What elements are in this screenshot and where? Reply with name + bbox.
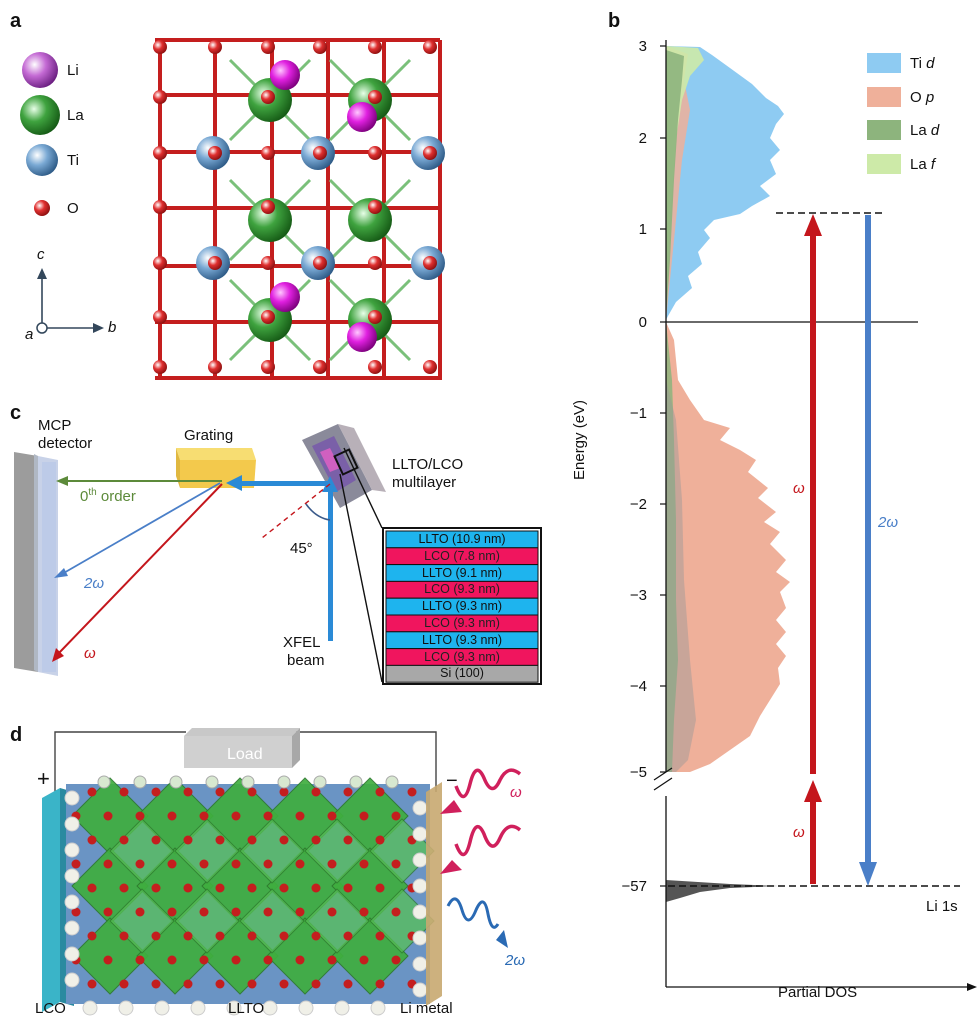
o-p-dos [666, 322, 790, 772]
ytick-3: 3 [638, 38, 647, 55]
o-atom-icon [34, 200, 50, 216]
ytick-2: 2 [638, 130, 647, 147]
legend-ti: Ti [67, 152, 79, 169]
li-metal-electrode [426, 782, 442, 1006]
legend-la-f: La f [910, 156, 936, 173]
ytick-m2: −2 [629, 496, 647, 513]
ytick-m4: −4 [629, 678, 647, 695]
layer-label-1: LCO (7.8 nm) [424, 548, 500, 563]
crystal-structure [153, 38, 445, 380]
legend-la-d-swatch [867, 120, 901, 140]
panel-label-b: b [608, 10, 621, 32]
omega-arrow-upper [810, 230, 816, 774]
two-omega-arrow [865, 215, 871, 865]
axis-a-label: a [25, 326, 34, 343]
axis-b-label: b [108, 319, 117, 336]
lco-label: LCO [35, 1000, 66, 1017]
li1s-label: Li 1s [926, 898, 958, 915]
li-1s-peak [666, 880, 778, 902]
la-atom-icon [20, 95, 60, 135]
legend-li: Li [67, 62, 79, 79]
panel-label-a: a [10, 10, 22, 32]
minus-terminal: − [446, 770, 458, 792]
panel-label-c: c [10, 402, 22, 424]
y-axis-label: Energy (eV) [571, 399, 588, 480]
legend-o-p: O p [910, 89, 935, 106]
ytick-m57: −57 [621, 878, 647, 895]
omega-label-lower: ω [793, 824, 805, 841]
load-box [184, 728, 300, 736]
lco-electrode [42, 788, 60, 1012]
two-omega-label: 2ω [878, 514, 899, 531]
sample-label-2: multilayer [392, 474, 457, 491]
plus-terminal: + [37, 766, 50, 791]
legend-la-d: La d [910, 122, 940, 139]
grating-label: Grating [184, 427, 234, 444]
xfel-beam [328, 485, 333, 641]
load-label: Load [227, 746, 263, 763]
detector-label-2: detector [38, 435, 93, 452]
layer-label-6: LLTO (9.3 nm) [421, 632, 503, 647]
li-metal-label: Li metal [400, 1000, 453, 1017]
x-axis-label: Partial DOS [778, 984, 858, 1001]
two-omega-wave [446, 897, 500, 929]
ytick-m3: −3 [629, 587, 647, 604]
dos-plot [653, 40, 977, 991]
layer-8 [385, 664, 539, 683]
xfel-setup [14, 424, 542, 685]
ytick-m5: −5 [629, 764, 647, 781]
legend-la-f-swatch [867, 154, 901, 174]
omega-label-upper: ω [793, 480, 805, 497]
layer-label-3: LCO (9.3 nm) [424, 582, 500, 597]
layer-label-2: LLTO (9.1 nm) [421, 565, 503, 580]
ti-atom-icon [26, 144, 58, 176]
axis-c-label: c [37, 246, 45, 263]
legend-ti-d: Ti d [910, 55, 935, 72]
ti-d-dos [666, 46, 784, 320]
panel-label-d: d [10, 724, 23, 746]
atom-legend [20, 52, 104, 334]
angle-label: 45° [290, 540, 313, 557]
legend-ti-d-swatch [867, 53, 901, 73]
two-omega-c-label: 2ω [84, 575, 105, 592]
ytick-1: 1 [638, 221, 647, 238]
omega-c-label: ω [84, 645, 96, 662]
omega-wave-1 [454, 768, 522, 799]
omega-arrow-lower [810, 796, 816, 884]
omega-wave-2 [454, 824, 522, 857]
ytick-m1: −1 [629, 405, 647, 422]
two-omega-d-label: 2ω [505, 952, 526, 969]
layer-label-5: LCO (9.3 nm) [424, 616, 500, 630]
legend-o-p-swatch [867, 87, 901, 107]
beam-label-2: beam [287, 652, 325, 669]
legend-o: O [67, 200, 79, 217]
layer-label-7: LCO (9.3 nm) [424, 649, 500, 664]
li-atom-icon [22, 52, 58, 88]
llto-label: LLTO [228, 1000, 265, 1017]
sample-label-1: LLTO/LCO [392, 456, 464, 473]
ytick-0: 0 [638, 314, 647, 331]
layer-label-0: LLTO (10.9 nm) [418, 532, 506, 546]
beam-label-1: XFEL [283, 634, 321, 651]
battery-schematic [42, 728, 522, 1016]
omega-d-label: ω [510, 784, 522, 801]
mcp-detector [14, 452, 38, 672]
legend-la: La [67, 107, 84, 124]
layer-label-4: LLTO (9.3 nm) [421, 599, 503, 614]
detector-label-1: MCP [38, 417, 72, 434]
grating [176, 448, 256, 460]
layer-label-8: Si (100) [440, 666, 484, 681]
zeroth-order-label: 0th order [80, 487, 136, 505]
